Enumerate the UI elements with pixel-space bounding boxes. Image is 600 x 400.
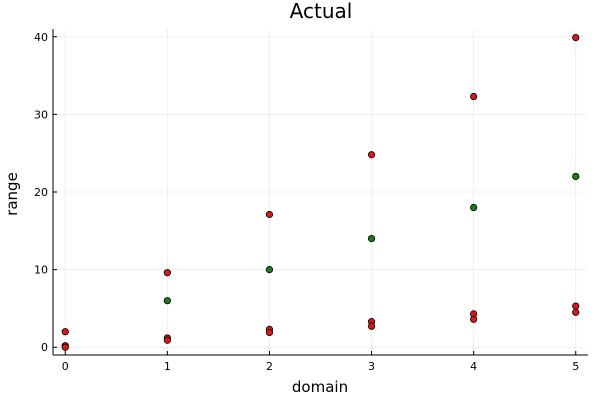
x-tick-label: 3 (368, 360, 375, 373)
y-axis-label: range (3, 172, 21, 216)
data-point (367, 322, 376, 330)
data-point (367, 151, 376, 159)
axes (52, 29, 588, 356)
y-tick-label: 20 (34, 186, 48, 199)
data-point (470, 315, 478, 323)
data-point (367, 234, 376, 243)
data-point (470, 92, 478, 101)
data-point (265, 210, 274, 219)
data-point (265, 266, 274, 274)
chart-title: Actual (290, 0, 353, 23)
tick-labels: 0 1 2 3 4 5 0 10 20 30 40 (34, 31, 579, 373)
data-point (470, 203, 478, 212)
x-tick-label: 0 (62, 360, 69, 373)
y-tick-label: 30 (34, 108, 48, 121)
data-point (572, 302, 580, 310)
data-point (61, 328, 69, 336)
x-tick-label: 1 (164, 360, 171, 373)
data-point (163, 269, 171, 277)
y-tick-label: 40 (34, 31, 48, 44)
data-point (572, 33, 580, 42)
data-point (572, 172, 580, 181)
data-point (163, 297, 171, 305)
x-tick-label: 5 (572, 360, 579, 373)
x-axis-label: domain (292, 378, 348, 396)
y-tick-label: 0 (41, 341, 48, 354)
data-points (61, 33, 580, 351)
y-tick-label: 10 (34, 264, 48, 277)
data-point (61, 343, 69, 351)
data-point (163, 336, 171, 344)
x-tick-label: 4 (470, 360, 477, 373)
data-point (572, 308, 580, 316)
grid (53, 29, 588, 355)
x-tick-label: 2 (266, 360, 273, 373)
data-point (265, 328, 274, 337)
